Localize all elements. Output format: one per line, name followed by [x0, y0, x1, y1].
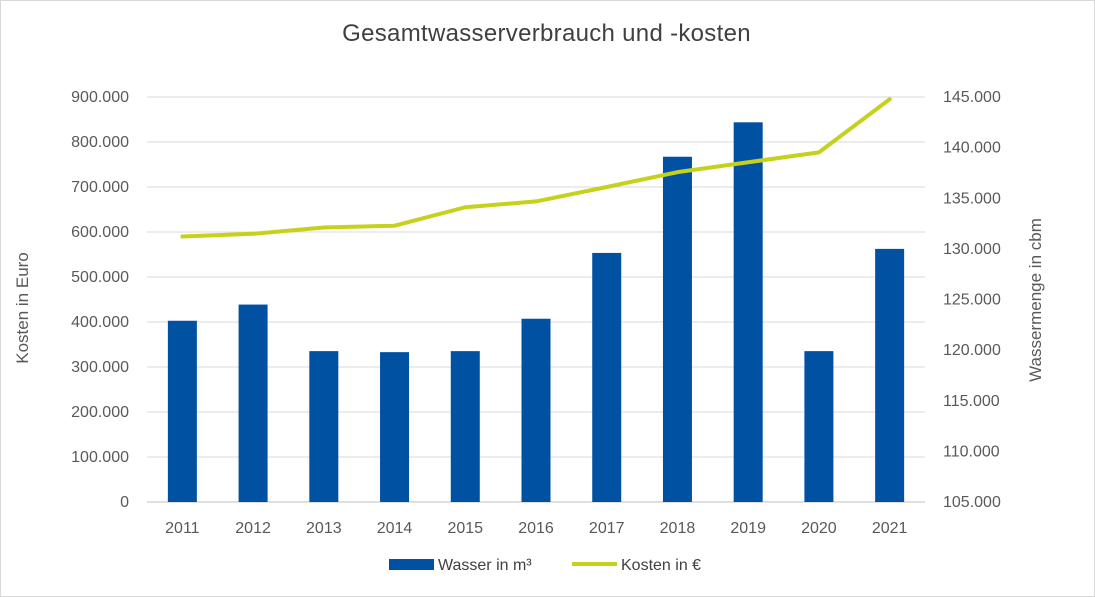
- line-point: [889, 98, 891, 100]
- y-left-tick-label: 0: [120, 494, 129, 511]
- y-axis-right-title: Wassermenge in cbm: [1026, 218, 1045, 382]
- line-point: [252, 233, 254, 235]
- y-right-tick-label: 120.000: [943, 342, 1001, 359]
- y-left-tick-label: 300.000: [71, 359, 129, 376]
- line-point: [747, 161, 749, 163]
- y-left-tick-label: 400.000: [71, 314, 129, 331]
- legend-label-kosten: Kosten in €: [621, 557, 701, 574]
- bar: [662, 156, 692, 503]
- bar: [238, 304, 268, 502]
- y-right-tick-label: 105.000: [943, 494, 1001, 511]
- y-left-tick-label: 900.000: [71, 89, 129, 106]
- bar: [309, 351, 339, 502]
- line-series: [180, 97, 892, 239]
- y-right-tick-label: 125.000: [943, 292, 1001, 309]
- x-tick-label: 2015: [447, 520, 483, 537]
- series-line: [180, 97, 892, 239]
- x-tick-label: 2019: [730, 520, 766, 537]
- x-tick-label: 2012: [235, 520, 271, 537]
- legend-swatch-wasser: [389, 559, 434, 570]
- y-axis-left-title: Kosten in Euro: [13, 252, 32, 364]
- y-left-tick-label: 600.000: [71, 224, 129, 241]
- line-point: [181, 236, 183, 237]
- bar-series: [167, 122, 905, 503]
- x-tick-label: 2018: [660, 520, 696, 537]
- bar: [167, 320, 197, 502]
- line-point: [818, 151, 820, 153]
- axis-ticks: 0 100.000 200.000 300.000 400.000 500.000 600.…: [71, 89, 1001, 537]
- y-left-tick-label: 700.000: [71, 179, 129, 196]
- bar: [521, 318, 551, 502]
- x-tick-label: 2013: [306, 520, 342, 537]
- line-point: [323, 227, 325, 228]
- x-tick-label: 2017: [589, 520, 625, 537]
- legend: Wasser in m³ Kosten in €: [389, 557, 701, 574]
- bar: [380, 352, 410, 502]
- bar: [733, 122, 763, 502]
- bar: [804, 351, 834, 502]
- chart-title: Gesamtwasserverbrauch und -kosten: [342, 20, 751, 47]
- y-right-tick-label: 140.000: [943, 140, 1001, 157]
- bar: [592, 252, 622, 502]
- y-right-tick-label: 115.000: [943, 393, 1000, 410]
- line-point: [606, 186, 608, 188]
- y-right-tick-label: 145.000: [943, 89, 1001, 106]
- line-point: [464, 206, 466, 208]
- y-right-tick-label: 110.000: [943, 443, 1000, 460]
- line-point: [394, 225, 396, 227]
- x-tick-label: 2016: [518, 520, 554, 537]
- legend-label-wasser: Wasser in m³: [438, 557, 532, 574]
- x-tick-label: 2020: [801, 520, 837, 537]
- y-right-tick-label: 135.000: [943, 190, 1001, 207]
- y-left-tick-label: 200.000: [71, 404, 129, 421]
- bar: [875, 248, 905, 502]
- y-left-tick-label: 100.000: [71, 449, 129, 466]
- x-tick-label: 2014: [377, 520, 413, 537]
- y-right-tick-label: 130.000: [943, 241, 1001, 258]
- x-tick-label: 2021: [872, 520, 908, 537]
- x-tick-label: 2011: [165, 520, 200, 537]
- y-left-tick-label: 800.000: [71, 134, 129, 151]
- bar: [450, 351, 480, 502]
- y-left-tick-label: 500.000: [71, 269, 129, 286]
- line-point: [676, 171, 678, 173]
- line-point: [535, 200, 537, 202]
